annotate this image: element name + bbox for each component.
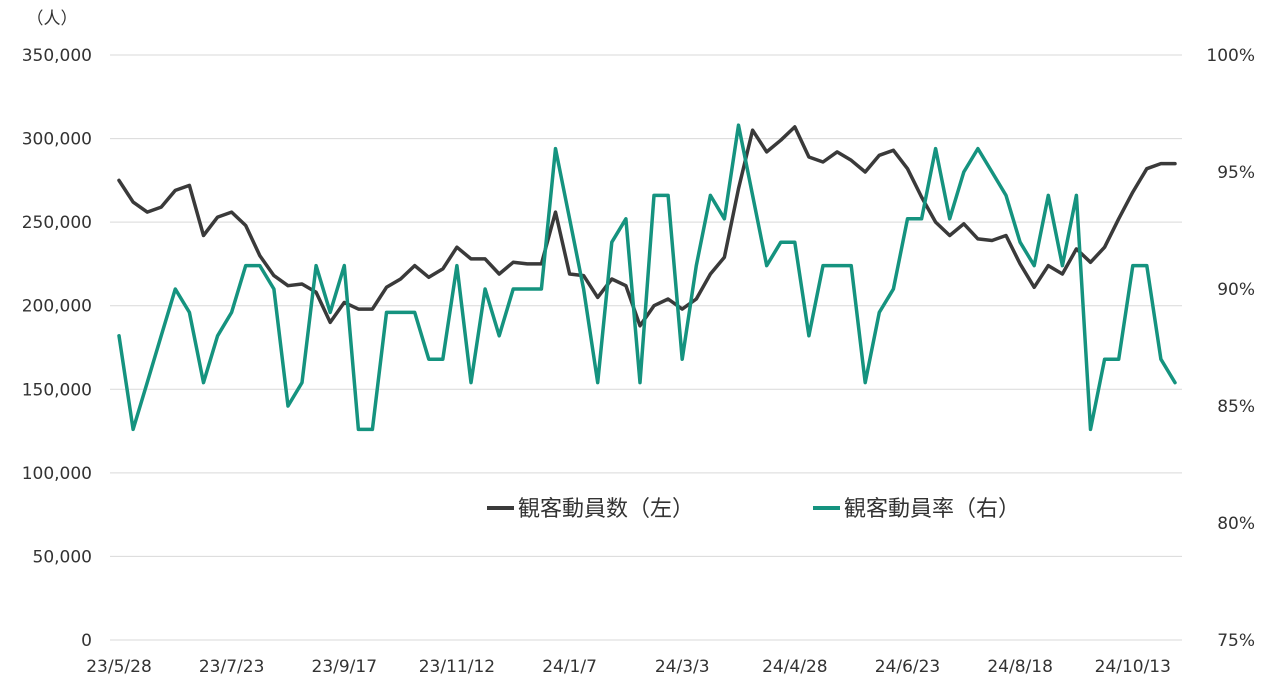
y-left-tick-label: 50,000 [33,547,92,567]
x-tick-label: 23/11/12 [419,657,495,677]
x-tick-label: 24/3/3 [655,657,710,677]
x-tick-label: 24/8/18 [987,657,1053,677]
y-right-tick-label: 100% [1206,46,1255,66]
y-left-tick-label: 100,000 [22,464,92,484]
x-tick-label: 24/4/28 [762,657,828,677]
y-left-tick-label: 350,000 [22,46,92,66]
axes: 0 50,000 100,000 150,000 200,000 250,000 300,0… [22,9,1255,677]
y-left-tick-label: 250,000 [22,213,92,233]
x-tick-label: 23/9/17 [312,657,378,677]
y-right-tick-label: 95% [1217,163,1255,183]
y-right-tick-label: 75% [1217,631,1255,651]
series-lines [117,123,1177,432]
y-left-tick-label: 150,000 [22,380,92,400]
x-tick-label: 24/10/13 [1095,657,1171,677]
series-line-occupancy-rate [117,123,1177,432]
legend-label: 観客動員率（右） [844,497,1020,522]
x-tick-label: 23/7/23 [199,657,265,677]
gridlines [110,54,1182,641]
y-left-tick-label: 300,000 [22,130,92,150]
series-line-attendance [117,125,1177,328]
y-left-unit-label: （人） [27,9,78,29]
x-tick-label: 23/5/28 [86,657,152,677]
legend-label: 観客動員数（左） [518,497,694,522]
x-tick-label: 24/1/7 [542,657,597,677]
legend: 観客動員数（左） 観客動員率（右） [487,497,1020,522]
y-left-tick-label: 0 [81,631,92,651]
y-right-tick-label: 85% [1217,397,1255,417]
x-tick-label: 24/6/23 [875,657,941,677]
y-right-tick-label: 80% [1217,514,1255,534]
y-right-tick-label: 90% [1217,280,1255,300]
y-left-tick-label: 200,000 [22,297,92,317]
